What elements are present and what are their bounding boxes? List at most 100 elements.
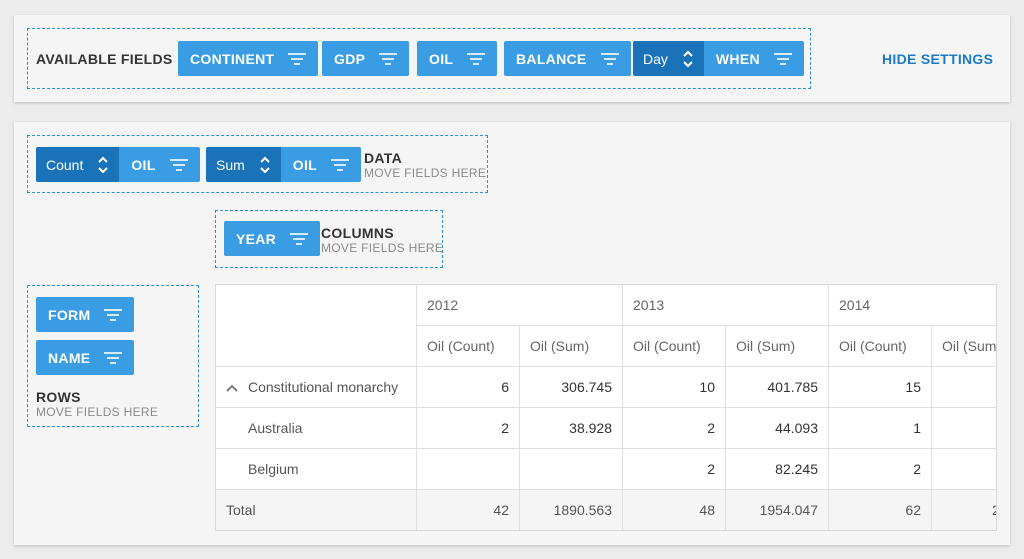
aggregation-selector[interactable]: Day [633, 41, 704, 76]
table-row: Belgium 2 82.245 2 85 [216, 448, 996, 490]
data-cell[interactable]: 10 [622, 366, 726, 408]
data-dropzone[interactable] [27, 135, 488, 193]
row-header-label: Constitutional monarchy [248, 379, 399, 395]
pivot-grid: 2012 2013 2014 Oil (Count) Oil (Sum) Oil… [215, 284, 997, 531]
data-cell[interactable]: 399 [931, 366, 996, 408]
measure-header-cell[interactable]: Oil (Count) [416, 325, 520, 367]
field-chip-oil[interactable]: OIL [417, 41, 498, 76]
row-header-label: Belgium [248, 461, 299, 477]
field-chip-when[interactable]: Day WHEN [633, 41, 804, 76]
filter-icon[interactable] [773, 52, 792, 65]
data-cell[interactable]: 6 [416, 366, 520, 408]
aggregation-selector[interactable]: Count [36, 147, 120, 182]
filter-icon[interactable] [288, 52, 307, 65]
field-chip-label: CONTINENT [190, 50, 275, 67]
table-row: Constitutional monarchy 6 306.745 10 401… [216, 366, 996, 408]
filter-icon[interactable] [600, 52, 619, 65]
data-cell[interactable]: 1 [828, 407, 932, 449]
aggregation-label: Day [643, 50, 668, 67]
columns-area-title: COLUMNS [321, 225, 394, 241]
field-chip-label: NAME [48, 349, 91, 366]
data-cell[interactable]: 85 [931, 448, 996, 490]
filter-icon[interactable] [467, 52, 486, 65]
field-chip-label: GDP [334, 50, 366, 67]
data-cell[interactable]: 2 [622, 448, 726, 490]
measure-header-cell[interactable]: Oil (Count) [622, 325, 726, 367]
filter-icon[interactable] [331, 158, 350, 171]
total-cell[interactable]: 2088. [931, 489, 996, 530]
data-cell[interactable]: 38.928 [519, 407, 623, 449]
pivot-table: 2012 2013 2014 Oil (Count) Oil (Sum) Oil… [216, 285, 996, 530]
total-cell[interactable]: 62 [828, 489, 932, 530]
up-down-chevron-icon[interactable] [97, 155, 109, 175]
field-chip-gdp[interactable]: GDP [322, 41, 410, 76]
year-header-cell[interactable]: 2014 [828, 285, 996, 326]
row-chip-name[interactable]: NAME [36, 340, 135, 375]
up-down-chevron-icon[interactable] [682, 49, 694, 69]
data-cell[interactable]: 2 [828, 448, 932, 490]
row-header-label: Australia [248, 420, 303, 436]
available-fields-label: AVAILABLE FIELDS [36, 51, 173, 67]
filter-icon[interactable] [290, 232, 309, 245]
table-row: Australia 2 38.928 2 44.093 1 12 [216, 407, 996, 449]
row-header-cell[interactable]: Constitutional monarchy [216, 366, 417, 408]
filter-icon[interactable] [104, 308, 123, 321]
data-cell[interactable]: 44.093 [725, 407, 829, 449]
total-cell[interactable]: 42 [416, 489, 520, 530]
rows-area-hint: MOVE FIELDS HERE [36, 405, 159, 419]
total-cell[interactable]: 48 [622, 489, 726, 530]
measure-header-cell[interactable]: Oil (Count) [828, 325, 932, 367]
field-chip-label: BALANCE [516, 50, 587, 67]
field-chip-label: FORM [48, 306, 91, 323]
data-cell[interactable]: 2 [416, 407, 520, 449]
year-header-cell[interactable]: 2013 [622, 285, 829, 326]
field-chip-label: OIL [429, 50, 454, 67]
field-chip-balance[interactable]: BALANCE [504, 41, 631, 76]
field-chip-continent[interactable]: CONTINENT [178, 41, 319, 76]
measure-header-cell[interactable]: Oil (Sum) [931, 325, 996, 367]
data-cell[interactable]: 15 [828, 366, 932, 408]
data-cell[interactable] [519, 448, 623, 490]
data-cell[interactable]: 82.245 [725, 448, 829, 490]
measure-header-cell[interactable]: Oil (Sum) [519, 325, 623, 367]
data-cell[interactable]: 401.785 [725, 366, 829, 408]
row-header-cell[interactable]: Belgium [216, 448, 417, 490]
rows-area-title: ROWS [36, 389, 81, 405]
data-area-title: DATA [364, 150, 403, 166]
data-chip-sum-oil[interactable]: Sum OIL [206, 147, 362, 182]
total-label-cell[interactable]: Total [216, 489, 417, 530]
row-header-cell[interactable]: Australia [216, 407, 417, 449]
data-cell[interactable] [416, 448, 520, 490]
available-fields-dropzone[interactable] [27, 28, 811, 89]
rows-dropzone[interactable] [27, 285, 199, 427]
field-chip-label: YEAR [236, 230, 277, 247]
data-cell[interactable]: 2 [622, 407, 726, 449]
data-area-hint: MOVE FIELDS HERE [364, 166, 487, 180]
chevron-up-icon[interactable] [226, 379, 240, 395]
field-chip-label: OIL [131, 156, 156, 173]
measure-header-row: Oil (Count) Oil (Sum) Oil (Count) Oil (S… [216, 325, 996, 367]
filter-icon[interactable] [104, 351, 123, 364]
total-row: Total 42 1890.563 48 1954.047 62 2088. [216, 489, 996, 530]
total-cell[interactable]: 1890.563 [519, 489, 623, 530]
year-header-cell[interactable]: 2012 [416, 285, 623, 326]
filter-icon[interactable] [169, 158, 188, 171]
measure-header-cell[interactable]: Oil (Sum) [725, 325, 829, 367]
corner-cell [216, 285, 417, 367]
row-chip-form[interactable]: FORM [36, 297, 135, 332]
data-cell[interactable]: 306.745 [519, 366, 623, 408]
total-cell[interactable]: 1954.047 [725, 489, 829, 530]
field-chip-label: WHEN [715, 50, 760, 67]
hide-settings-link[interactable]: HIDE SETTINGS [882, 51, 994, 67]
data-cell[interactable]: 12 [931, 407, 996, 449]
field-chip-label: OIL [292, 156, 318, 173]
data-chip-count-oil[interactable]: Count OIL [36, 147, 200, 182]
up-down-chevron-icon[interactable] [259, 155, 271, 175]
year-header-row: 2012 2013 2014 [216, 285, 996, 367]
aggregation-label: Count [46, 156, 84, 173]
column-chip-year[interactable]: YEAR [224, 221, 321, 256]
aggregation-selector[interactable]: Sum [206, 147, 281, 182]
filter-icon[interactable] [379, 52, 398, 65]
columns-dropzone[interactable] [215, 210, 443, 268]
aggregation-label: Sum [216, 156, 245, 173]
